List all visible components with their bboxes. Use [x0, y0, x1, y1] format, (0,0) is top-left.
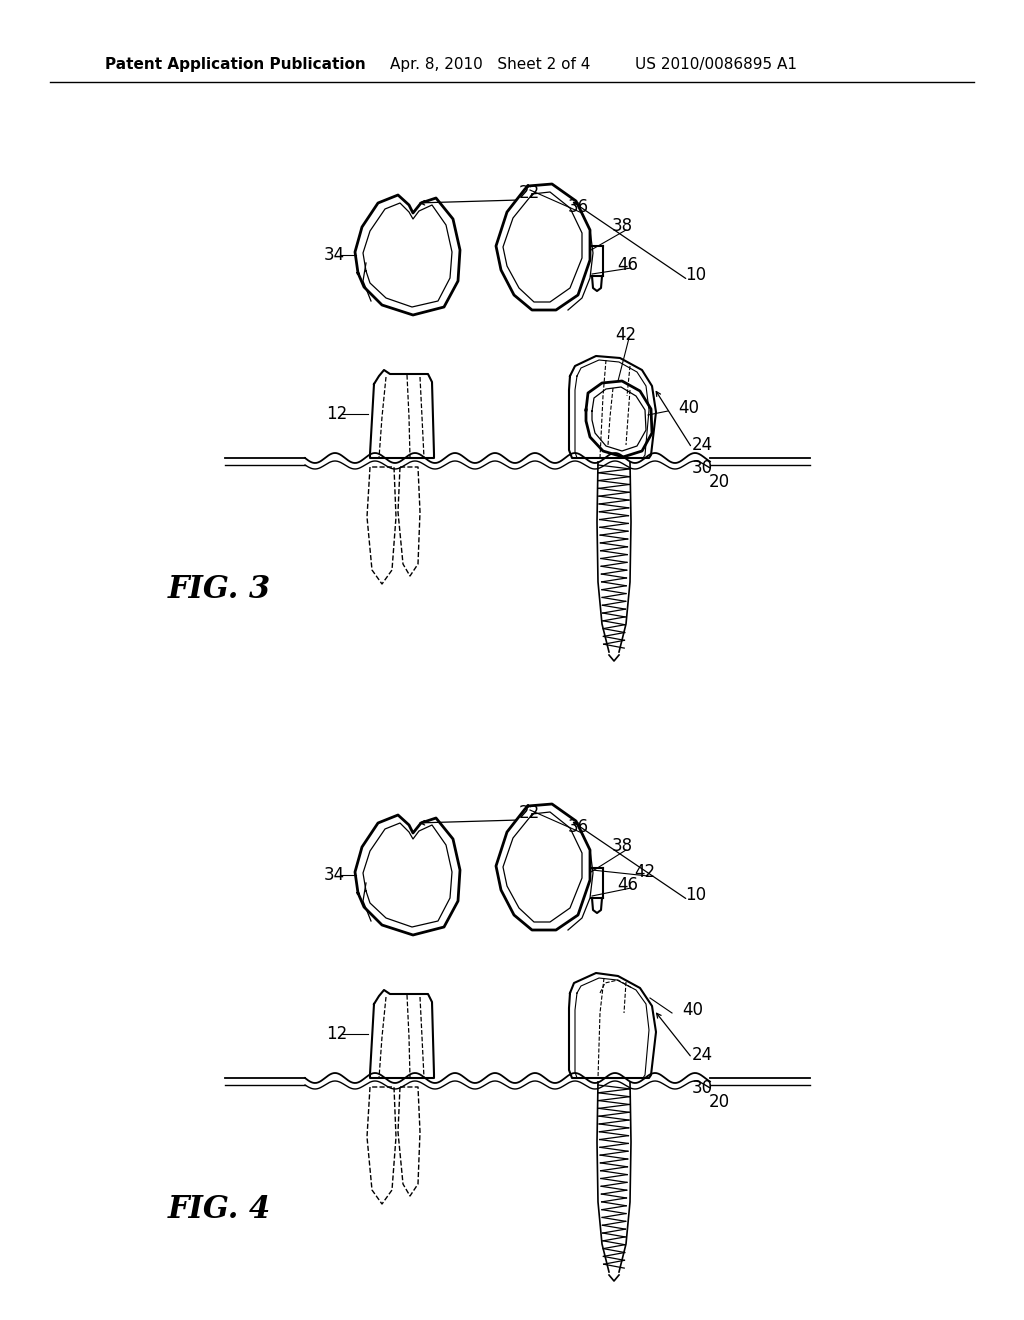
Text: 34: 34 [324, 246, 345, 264]
Text: US 2010/0086895 A1: US 2010/0086895 A1 [635, 58, 797, 73]
Text: 36: 36 [568, 818, 589, 836]
Text: 30: 30 [692, 1078, 713, 1097]
Text: Patent Application Publication: Patent Application Publication [105, 58, 366, 73]
Text: 40: 40 [682, 1001, 703, 1019]
Text: 46: 46 [617, 256, 638, 275]
Text: 12: 12 [326, 1026, 347, 1043]
Text: FIG. 4: FIG. 4 [168, 1195, 271, 1225]
Text: 10: 10 [685, 886, 707, 904]
Text: 22: 22 [519, 183, 541, 202]
Text: 38: 38 [612, 837, 633, 855]
Text: 40: 40 [678, 399, 699, 417]
Text: 22: 22 [519, 804, 541, 822]
Text: 42: 42 [615, 326, 636, 345]
Text: 42: 42 [634, 863, 655, 880]
Text: FIG. 3: FIG. 3 [168, 574, 271, 606]
Text: 34: 34 [324, 866, 345, 884]
Text: 24: 24 [692, 1045, 713, 1064]
Text: 12: 12 [326, 405, 347, 422]
Text: 20: 20 [709, 473, 730, 491]
Text: 46: 46 [617, 876, 638, 894]
Text: 36: 36 [568, 198, 589, 216]
Text: 24: 24 [692, 436, 713, 454]
Text: Apr. 8, 2010   Sheet 2 of 4: Apr. 8, 2010 Sheet 2 of 4 [390, 58, 591, 73]
Text: 20: 20 [709, 1093, 730, 1111]
Text: 30: 30 [692, 459, 713, 477]
Text: 10: 10 [685, 267, 707, 284]
Text: 38: 38 [612, 216, 633, 235]
